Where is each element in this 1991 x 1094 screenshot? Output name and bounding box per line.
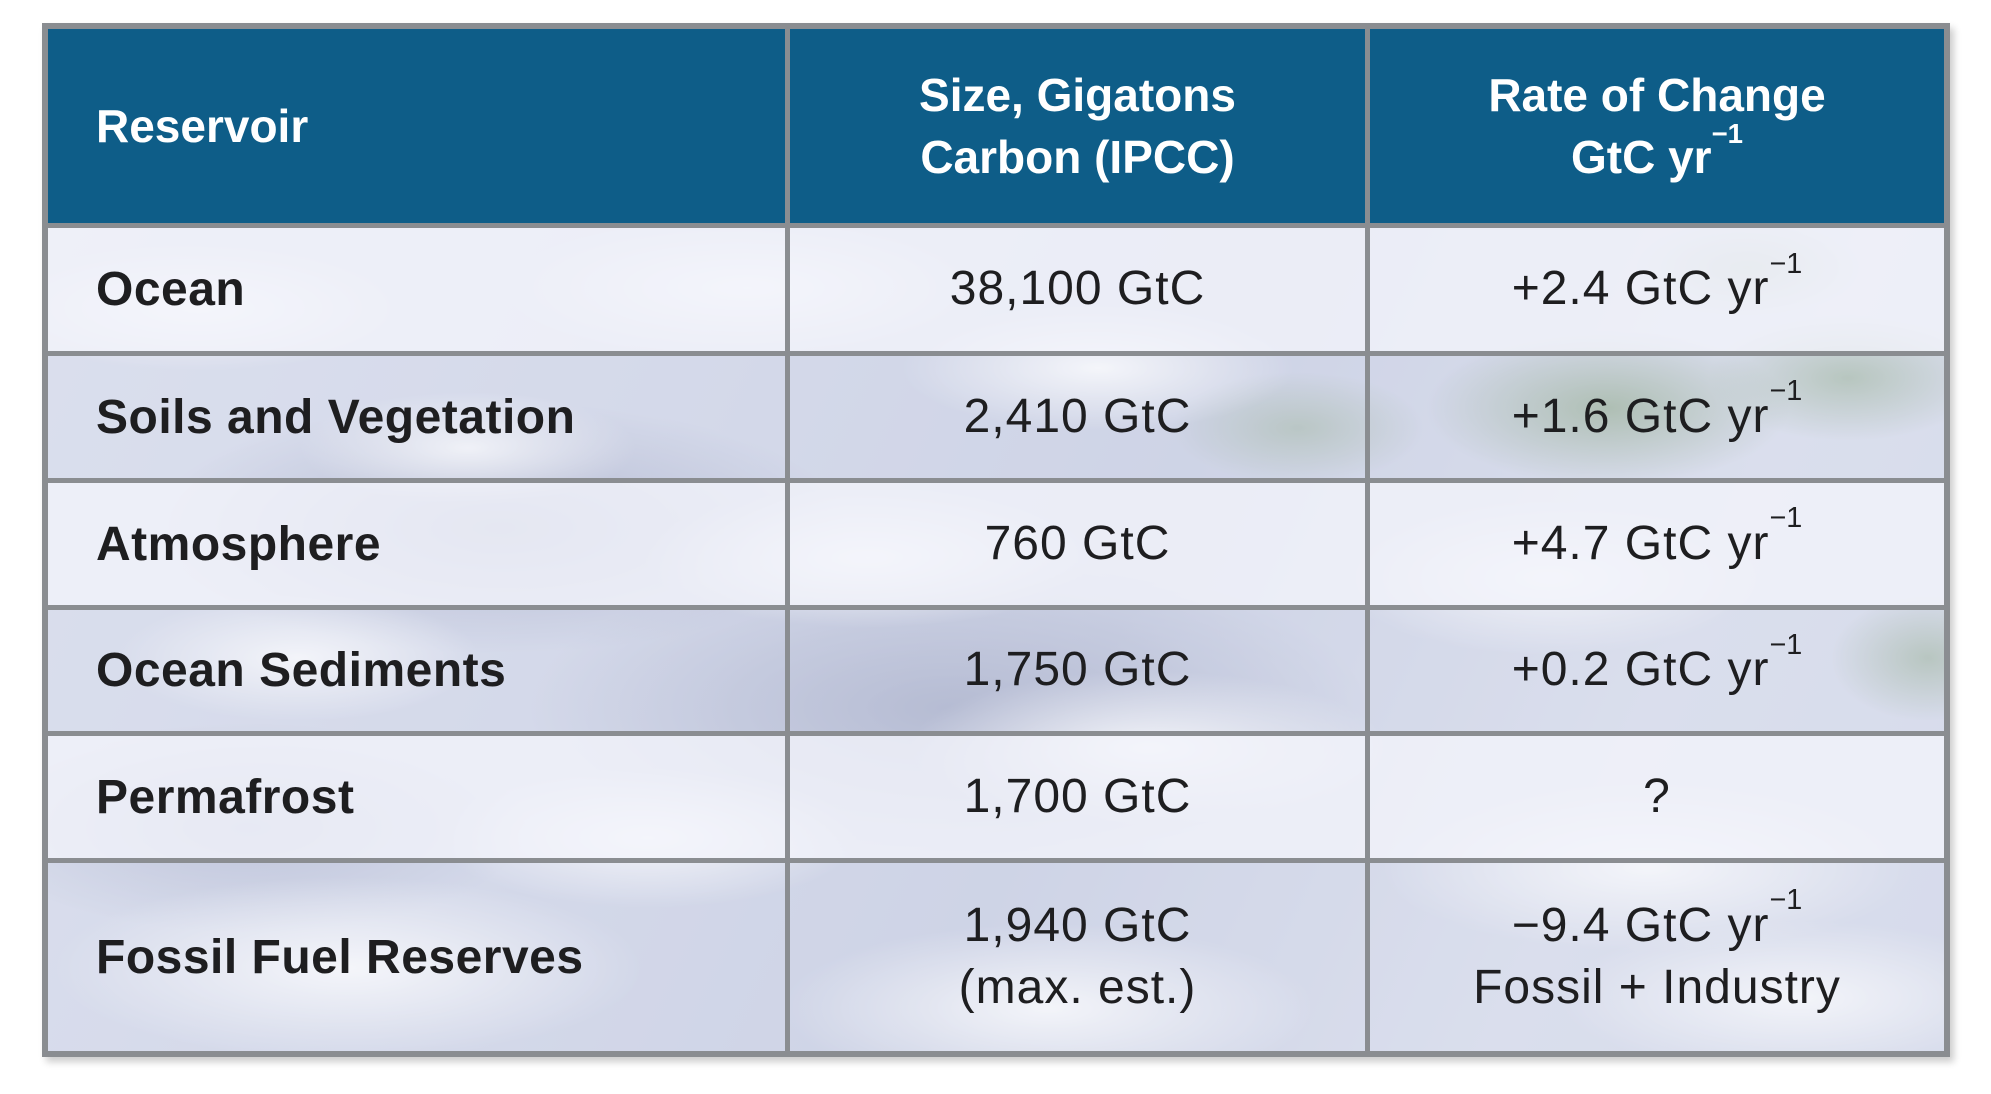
- row-permafrost-rate-value: ?: [1643, 769, 1671, 823]
- row-ocean-size: 38,100 GtC: [949, 262, 1206, 316]
- row-sediments-rate-cell: +0.2 GtC yr−1: [1370, 610, 1944, 736]
- earth-satellite-background: [48, 228, 1944, 1051]
- row-fossil-rate: −9.4 GtC yr−1: [1511, 884, 1803, 957]
- row-sediments-rate-value: +0.2 GtC yr: [1511, 643, 1770, 697]
- row-sediments-rate: +0.2 GtC yr−1: [1511, 629, 1803, 701]
- row-atmosphere-size: 760 GtC: [984, 516, 1171, 570]
- row-soils-label-cell: Soils and Vegetation: [48, 356, 790, 483]
- row-soils-rate-cell: +1.6 GtC yr−1: [1370, 356, 1944, 483]
- row-soils-rate-value: +1.6 GtC yr: [1511, 389, 1770, 443]
- row-soils-size: 2,410 GtC: [963, 389, 1192, 443]
- row-fossil-rate-note: Fossil + Industry: [1473, 961, 1841, 1014]
- row-sediments-size: 1,750 GtC: [963, 643, 1192, 697]
- row-atmosphere-rate-value: +4.7 GtC yr: [1511, 516, 1770, 570]
- row-sediments-label: Ocean Sediments: [96, 644, 507, 697]
- row-soils-rate-exponent: −1: [1769, 375, 1803, 408]
- row-atmosphere-size-cell: 760 GtC: [790, 483, 1370, 610]
- row-atmosphere-label-cell: Atmosphere: [48, 483, 790, 610]
- row-permafrost-size-cell: 1,700 GtC: [790, 736, 1370, 863]
- header-rate-exponent: −1: [1711, 117, 1744, 149]
- row-atmosphere-rate-cell: +4.7 GtC yr−1: [1370, 483, 1944, 610]
- row-fossil-size: 1,940 GtC: [963, 898, 1192, 952]
- carbon-reservoir-table: Reservoir Size, Gigatons Carbon (IPCC) R…: [42, 23, 1950, 1057]
- row-ocean-rate-cell: +2.4 GtC yr−1: [1370, 228, 1944, 356]
- row-fossil-size-cell: 1,940 GtC (max. est.): [790, 863, 1370, 1051]
- header-cell-size: Size, Gigatons Carbon (IPCC): [790, 29, 1370, 228]
- row-sediments-size-cell: 1,750 GtC: [790, 610, 1370, 736]
- row-fossil-label: Fossil Fuel Reserves: [96, 930, 584, 984]
- row-fossil-rate-exponent: −1: [1769, 884, 1803, 917]
- row-permafrost-label-cell: Permafrost: [48, 736, 790, 863]
- row-sediments-label-cell: Ocean Sediments: [48, 610, 790, 736]
- header-size-line2: Carbon (IPCC): [920, 131, 1235, 183]
- row-fossil-rate-cell: −9.4 GtC yr−1 Fossil + Industry: [1370, 863, 1944, 1051]
- row-permafrost-rate: ?: [1643, 766, 1671, 828]
- row-fossil-rate-value: −9.4 GtC yr: [1511, 898, 1770, 952]
- row-atmosphere-rate: +4.7 GtC yr−1: [1511, 502, 1803, 575]
- row-ocean-label-cell: Ocean: [48, 228, 790, 356]
- row-fossil-size-note: (max. est.): [958, 961, 1197, 1014]
- header-rate-line1: Rate of Change: [1488, 68, 1826, 121]
- row-soils-label: Soils and Vegetation: [96, 390, 576, 444]
- row-atmosphere-label: Atmosphere: [96, 517, 382, 571]
- row-permafrost-label: Permafrost: [96, 770, 355, 824]
- row-ocean-rate: +2.4 GtC yr−1: [1511, 248, 1803, 320]
- row-permafrost-size: 1,700 GtC: [963, 769, 1192, 823]
- header-reservoir-label: Reservoir: [96, 99, 309, 152]
- row-soils-size-cell: 2,410 GtC: [790, 356, 1370, 483]
- header-cell-reservoir: Reservoir: [48, 29, 790, 228]
- row-atmosphere-rate-exponent: −1: [1769, 502, 1803, 535]
- header-rate-unit: GtC yr: [1570, 131, 1712, 183]
- row-fossil-label-cell: Fossil Fuel Reserves: [48, 863, 790, 1051]
- row-sediments-rate-exponent: −1: [1769, 628, 1803, 661]
- header-rate-line2: GtC yr−1: [1570, 118, 1743, 188]
- row-ocean-rate-value: +2.4 GtC yr: [1511, 262, 1770, 316]
- row-ocean-label: Ocean: [96, 263, 246, 316]
- header-cell-rate: Rate of Change GtC yr−1: [1370, 29, 1944, 228]
- row-soils-rate: +1.6 GtC yr−1: [1511, 375, 1803, 448]
- row-ocean-size-cell: 38,100 GtC: [790, 228, 1370, 356]
- row-ocean-rate-exponent: −1: [1769, 247, 1803, 280]
- header-size-line1: Size, Gigatons: [919, 68, 1236, 121]
- row-permafrost-rate-cell: ?: [1370, 736, 1944, 863]
